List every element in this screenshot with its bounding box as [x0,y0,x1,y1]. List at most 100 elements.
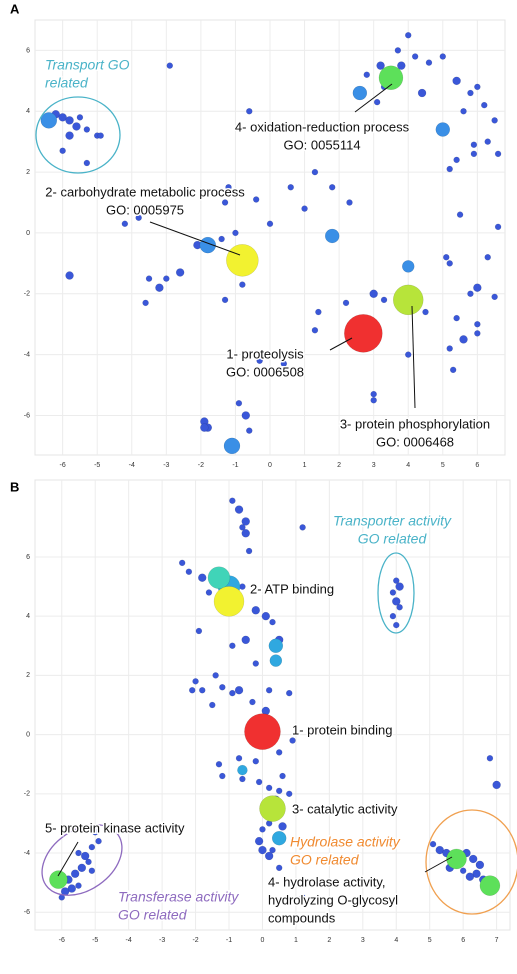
point [77,863,87,873]
point [453,156,460,164]
leader-line [329,337,353,351]
point [492,780,501,790]
point [417,88,427,98]
point [258,845,267,855]
annotation: Transferase activity [118,889,239,905]
point [166,62,174,69]
point [459,867,467,875]
annotation: 1- proteolysis [226,346,304,361]
point [315,308,322,316]
point [209,701,216,709]
x-tick-label: -4 [126,937,132,944]
point [474,83,481,91]
x-tick-label: -2 [198,462,204,469]
point [246,427,253,434]
point [279,772,286,780]
y-tick-label: -6 [24,412,30,419]
y-tick-label: -4 [24,351,30,358]
point [241,411,251,420]
leader-line [57,841,79,877]
x-tick-label: -5 [94,462,100,469]
point [229,689,236,697]
x-tick-label: 1 [294,937,298,944]
point [389,589,397,596]
point [301,205,308,212]
annotation: GO: 0005975 [106,202,184,217]
point [195,627,203,635]
point [200,423,209,432]
point [287,184,294,191]
point [75,882,82,889]
point [435,845,445,855]
point [80,851,90,861]
point [395,582,404,591]
point [484,254,491,261]
annotation: Transport GO [45,57,130,73]
point [142,299,149,307]
y-tick-label: 2 [26,672,30,679]
x-tick-label: 5 [441,462,445,469]
point [67,884,77,893]
x-tick-label: -6 [59,937,65,944]
point [192,678,199,685]
point [486,755,494,762]
point [473,283,482,292]
point [456,211,464,218]
point [246,108,253,115]
point [380,296,388,304]
point [422,308,429,316]
point [449,366,457,374]
point [239,775,246,783]
point [245,547,253,555]
point [199,686,206,694]
point [389,612,397,620]
point [344,314,383,353]
point [328,184,336,191]
point [435,122,451,137]
point [221,296,229,304]
point [289,737,296,744]
point [494,223,502,231]
point [376,61,385,70]
annotation: Transporter activity [333,513,452,529]
annotation: hydrolyzing O-glycosyl [268,892,398,907]
x-tick-label: -4 [129,462,135,469]
point [65,271,74,280]
point [237,764,248,776]
point [251,606,261,615]
y-tick-label: 4 [26,613,30,620]
group-outline [377,552,415,634]
point [70,869,80,878]
point [271,830,287,846]
point [135,214,142,221]
x-tick-label: 1 [303,462,307,469]
annotation: GO: 0006468 [376,434,454,449]
point [229,497,236,504]
point [252,660,260,667]
point [439,53,447,60]
point [481,101,488,109]
x-tick-label: -3 [163,462,169,469]
annotation: GO: 0055114 [283,137,360,152]
point [394,47,402,54]
point [460,108,467,115]
x-tick-label: 5 [428,937,432,944]
point [259,826,266,833]
x-tick-label: -2 [192,937,198,944]
point [225,184,232,191]
point [239,281,246,288]
point [392,597,401,606]
annotation: Hydrolase activity [290,834,401,850]
point [446,260,453,267]
point [324,228,340,244]
point [188,686,196,694]
point [363,71,371,79]
point [58,113,67,122]
y-tick-label: 6 [26,554,30,561]
point [83,126,91,133]
point [229,642,236,650]
annotation: related [45,75,89,91]
point [299,524,306,531]
point [219,683,226,691]
